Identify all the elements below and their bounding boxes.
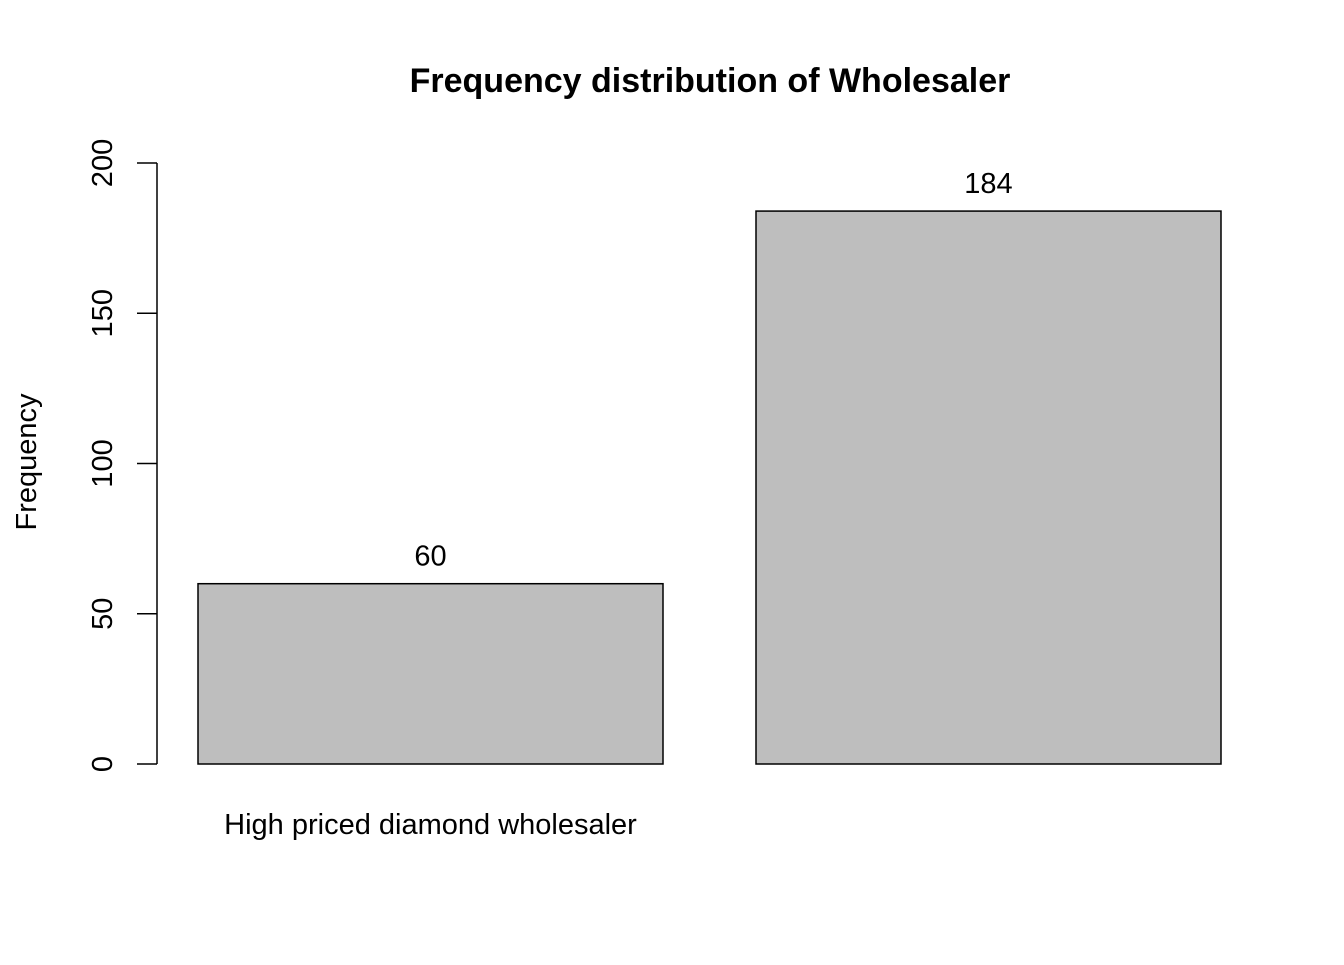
y-tick-label: 50 [87, 598, 119, 630]
x-tick-labels: High priced diamond wholesaler [224, 809, 637, 841]
y-tick-label: 100 [87, 439, 119, 487]
y-tick-label: 200 [87, 139, 119, 187]
y-tick-label: 150 [87, 289, 119, 337]
bar [755, 210, 1222, 765]
bar [197, 582, 664, 765]
bars: 60 184 [197, 168, 1222, 765]
data-label: 184 [964, 168, 1012, 200]
y-axis: 0 50 100 150 200 [87, 139, 158, 772]
x-tick-label: High priced diamond wholesaler [224, 809, 637, 841]
y-axis-label: Frequency [11, 393, 43, 531]
data-label: 60 [414, 541, 446, 573]
y-tick-label: 0 [87, 756, 119, 772]
chart-title: Frequency distribution of Wholesaler [410, 62, 1011, 100]
